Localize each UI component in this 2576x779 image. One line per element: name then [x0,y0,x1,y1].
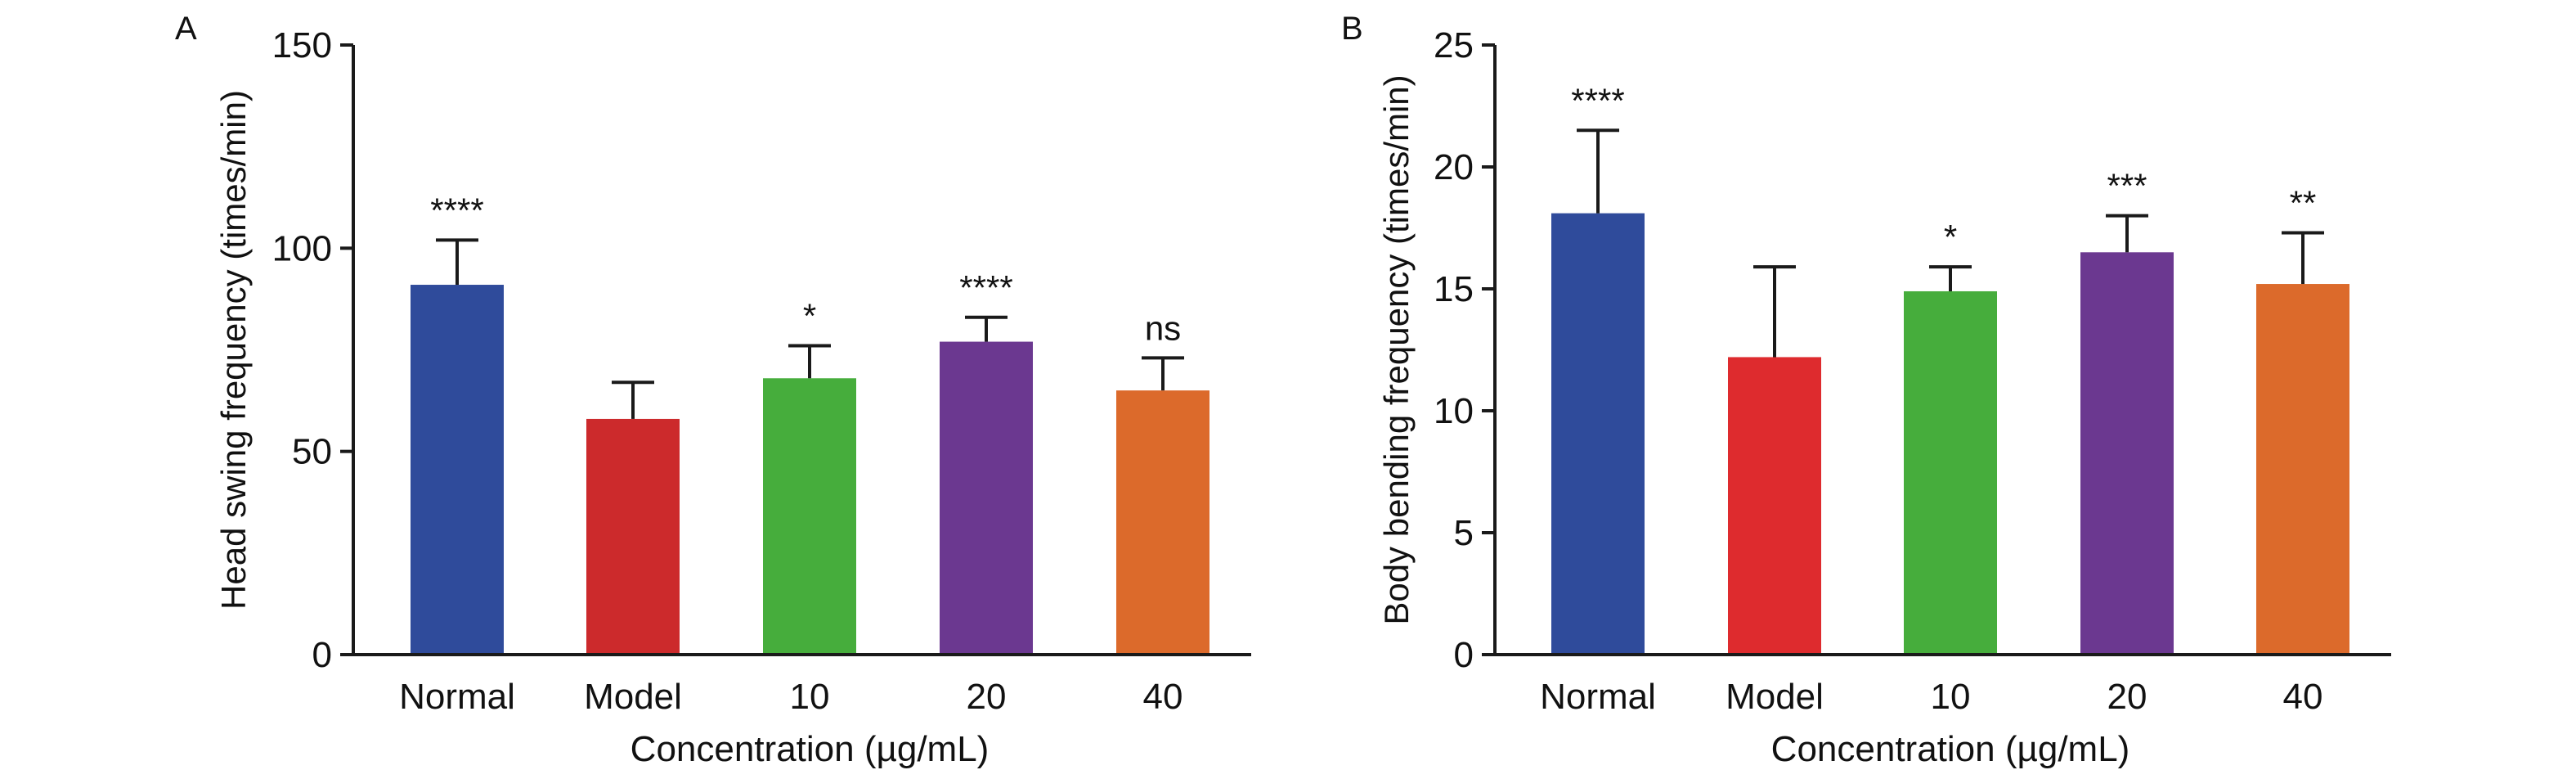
significance-label: **** [430,191,483,229]
bar [586,418,680,655]
y-tick-label: 15 [1434,269,1474,309]
bar [940,341,1033,655]
bar [763,378,856,655]
bar [1551,213,1645,655]
y-tick-label: 50 [292,432,332,472]
x-axis-label: Concentration (µg/mL) [1771,729,2130,769]
significance-label: **** [1571,81,1624,119]
y-tick-label: 0 [1454,635,1474,675]
x-tick-label: 10 [790,677,830,717]
x-tick-label: 40 [2283,677,2323,717]
bar [411,285,504,655]
x-tick-label: Normal [399,677,515,717]
x-tick-label: 40 [1143,677,1183,717]
bar [2080,252,2174,655]
y-axis-label: Body bending frequency (times/min) [1377,74,1416,624]
bar [2256,284,2349,655]
significance-label: *** [2107,167,2147,205]
bar [1728,357,1821,655]
y-tick-label: 0 [312,635,332,675]
x-tick-label: 20 [2107,677,2147,717]
bar [1116,390,1209,655]
x-tick-label: Model [584,677,682,717]
panel-label: B [1341,11,1363,47]
significance-label: **** [959,268,1012,307]
y-tick-label: 150 [272,25,332,65]
x-tick-label: 20 [967,677,1007,717]
y-tick-label: 5 [1454,513,1474,553]
x-axis-label: Concentration (µg/mL) [631,729,990,769]
significance-label: ns [1145,308,1181,347]
y-tick-label: 25 [1434,25,1474,65]
y-axis-label: Head swing frequency (times/min) [214,90,253,610]
x-tick-label: 10 [1931,677,1971,717]
significance-label: * [1944,218,1957,256]
y-tick-label: 20 [1434,147,1474,187]
significance-label: ** [2290,183,2317,222]
y-tick-label: 100 [272,228,332,268]
significance-label: * [803,297,816,335]
x-tick-label: Normal [1540,677,1656,717]
bar [1904,290,1997,655]
y-tick-label: 10 [1434,391,1474,431]
x-tick-label: Model [1726,677,1824,717]
panel-label: A [175,11,197,47]
